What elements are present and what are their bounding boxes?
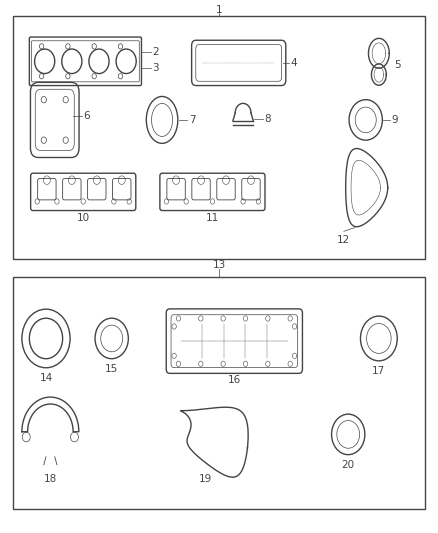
Text: 4: 4 bbox=[291, 58, 297, 68]
Text: 12: 12 bbox=[337, 235, 350, 245]
Text: 17: 17 bbox=[372, 366, 385, 376]
Bar bbox=[13, 16, 425, 259]
Text: 19: 19 bbox=[199, 474, 212, 484]
Text: 1: 1 bbox=[215, 5, 223, 14]
Text: 11: 11 bbox=[206, 213, 219, 223]
Text: 13: 13 bbox=[212, 261, 226, 270]
Text: 8: 8 bbox=[264, 115, 271, 124]
Text: 9: 9 bbox=[391, 115, 398, 125]
Text: 2: 2 bbox=[152, 47, 159, 56]
Text: 16: 16 bbox=[228, 375, 241, 385]
Text: 14: 14 bbox=[39, 373, 53, 383]
Text: 3: 3 bbox=[152, 63, 159, 72]
Text: 10: 10 bbox=[77, 213, 90, 223]
Bar bbox=[13, 277, 425, 509]
Text: 5: 5 bbox=[395, 60, 401, 70]
Text: 18: 18 bbox=[44, 474, 57, 484]
Text: 20: 20 bbox=[342, 460, 355, 470]
Text: 7: 7 bbox=[189, 115, 195, 125]
Text: 6: 6 bbox=[83, 111, 90, 120]
Text: 15: 15 bbox=[105, 364, 118, 374]
